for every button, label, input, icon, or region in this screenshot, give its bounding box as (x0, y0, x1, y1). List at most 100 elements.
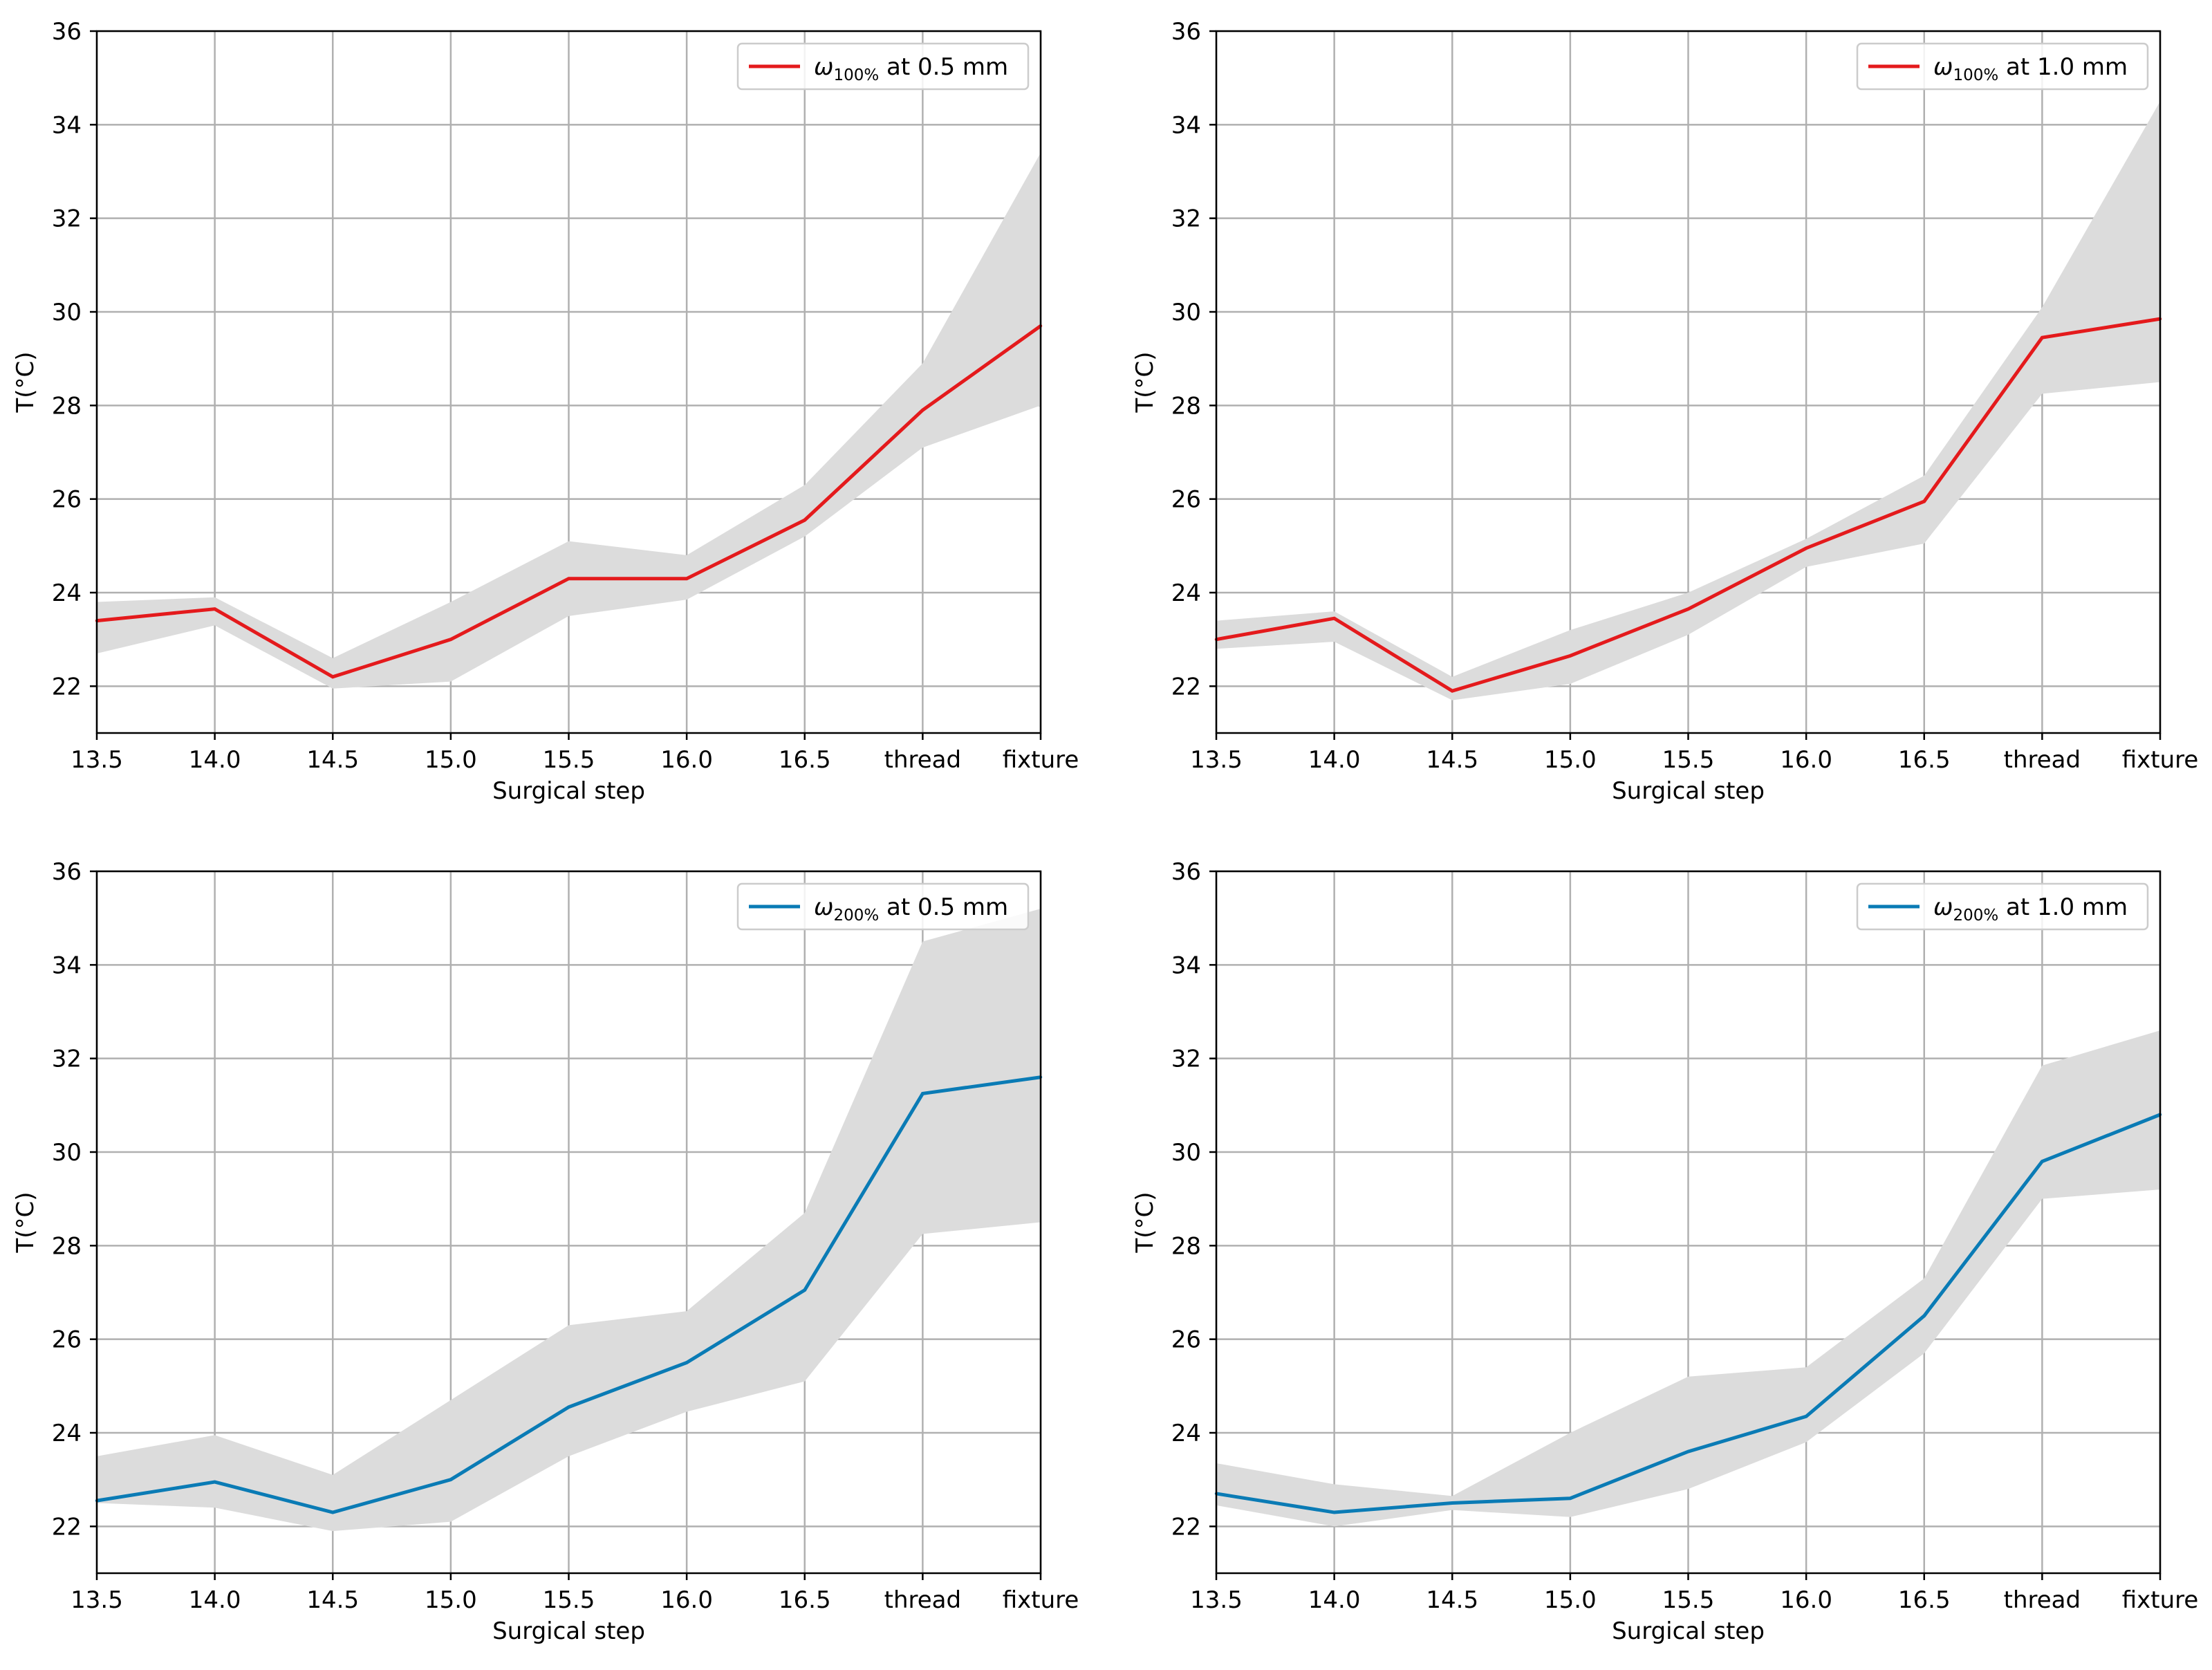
x-tick-label: 16.5 (779, 1586, 831, 1614)
data-point (331, 675, 335, 678)
x-tick-label: thread (884, 746, 961, 774)
x-tick-label: fixture (1003, 746, 1079, 774)
x-tick-label: 14.5 (1426, 746, 1478, 774)
confidence-band (1216, 1030, 2160, 1527)
y-axis-label: T(°C) (1131, 1191, 1159, 1253)
y-tick-label: 32 (1171, 205, 1201, 233)
legend-box (1856, 882, 2149, 931)
y-tick-label: 22 (1171, 1513, 1201, 1541)
data-point (1332, 1510, 1336, 1514)
y-tick-label: 36 (1171, 18, 1201, 46)
data-point (213, 607, 216, 611)
y-tick-label: 34 (52, 111, 82, 139)
confidence-band (97, 152, 1041, 689)
x-tick-label: 14.0 (1308, 1586, 1361, 1614)
x-tick-label: 14.5 (306, 1586, 359, 1614)
x-axis-label: Surgical step (492, 1617, 645, 1645)
x-axis-label: Surgical step (1612, 777, 1765, 805)
y-tick-label: 28 (1171, 1232, 1201, 1260)
x-axis-label: Surgical step (492, 777, 645, 805)
data-point (1922, 499, 1926, 503)
data-point (1568, 1496, 1572, 1500)
y-tick-label: 26 (1171, 1326, 1201, 1354)
x-tick-label: 16.0 (660, 1586, 713, 1614)
y-tick-label: 28 (52, 392, 82, 420)
x-tick-label: 14.0 (189, 746, 241, 774)
x-tick-label: thread (884, 1586, 961, 1614)
data-point (449, 1478, 453, 1481)
y-tick-label: 32 (52, 1046, 82, 1073)
x-axis-label: Surgical step (1612, 1617, 1765, 1645)
legend-label: ω200% at 0.5 mm (814, 893, 1008, 925)
chart-panel-top-left: 13.5 14.0 14.5 15.0 15.5 16.0 16.5 thread fixtur… (12, 18, 1079, 805)
x-tick-label: 15.5 (543, 746, 595, 774)
y-tick-label: 26 (52, 486, 82, 514)
legend: ω200% at 1.0 mm (1856, 882, 2149, 931)
y-tick-label: 36 (1171, 858, 1201, 886)
data-point (1804, 546, 1808, 550)
x-tick-label: 14.0 (1308, 746, 1361, 774)
data-point (921, 1092, 924, 1095)
data-point (1568, 654, 1572, 658)
x-tick-label: 13.5 (1190, 746, 1243, 774)
legend-suffix: at 1.0 mm (1998, 893, 2128, 921)
confidence-band (97, 909, 1041, 1532)
y-tick-label: 36 (52, 858, 82, 886)
y-tick-label: 34 (1171, 952, 1201, 979)
legend-subscript: 100% (1953, 66, 1998, 84)
data-point (2041, 336, 2044, 340)
y-tick-label: 24 (52, 1420, 82, 1447)
y-tick-label: 24 (1171, 1420, 1201, 1447)
x-tick-label: 15.5 (543, 1586, 595, 1614)
x-tick-label: 16.5 (1898, 746, 1951, 774)
x-tick-label: 16.0 (1780, 746, 1832, 774)
y-tick-label: 28 (52, 1232, 82, 1260)
legend-suffix: at 1.0 mm (1998, 53, 2128, 81)
data-point (1451, 1501, 1454, 1505)
x-tick-label: 16.5 (1898, 1586, 1951, 1614)
legend-subscript: 200% (833, 907, 879, 925)
x-tick-label: 14.5 (306, 746, 359, 774)
y-tick-label: 26 (52, 1326, 82, 1354)
legend-box (736, 42, 1030, 91)
y-tick-label: 36 (52, 18, 82, 46)
legend-subscript: 100% (833, 66, 879, 84)
y-tick-label: 30 (52, 1139, 82, 1167)
data-point (567, 1405, 570, 1409)
confidence-band (1216, 101, 2160, 701)
x-tick-label: 16.0 (1780, 1586, 1832, 1614)
y-axis-label: T(°C) (12, 1191, 39, 1253)
x-tick-label: 15.0 (425, 1586, 477, 1614)
legend-box (736, 882, 1030, 931)
y-tick-label: 24 (52, 579, 82, 607)
legend-label: ω100% at 0.5 mm (814, 53, 1008, 84)
legend-suffix: at 0.5 mm (879, 53, 1008, 81)
y-tick-label: 30 (1171, 299, 1201, 326)
x-tick-label: fixture (2122, 1586, 2199, 1614)
data-point (213, 1480, 216, 1484)
x-tick-label: 15.0 (425, 746, 477, 774)
y-tick-label: 34 (1171, 111, 1201, 139)
data-point (803, 518, 806, 522)
chart-panel-bottom-left: 13.5 14.0 14.5 15.0 15.5 16.0 16.5 thread fixtur… (12, 858, 1079, 1645)
y-tick-label: 30 (52, 299, 82, 326)
legend: ω200% at 0.5 mm (736, 882, 1030, 931)
y-tick-label: 22 (1171, 673, 1201, 701)
y-tick-label: 24 (1171, 579, 1201, 607)
legend-symbol: ω (814, 893, 833, 921)
legend-box (1856, 42, 2149, 91)
x-tick-label: 14.0 (189, 1586, 241, 1614)
chart-panel-bottom-right: 13.5 14.0 14.5 15.0 15.5 16.0 16.5 thread fixtur… (1131, 858, 2198, 1645)
legend-symbol: ω (814, 53, 833, 81)
data-point (2041, 1160, 2044, 1163)
data-point (921, 408, 924, 412)
y-tick-label: 32 (1171, 1046, 1201, 1073)
y-tick-label: 22 (52, 1513, 82, 1541)
data-point (803, 1288, 806, 1292)
data-point (1332, 617, 1336, 620)
y-tick-label: 34 (52, 952, 82, 979)
data-point (1686, 607, 1690, 611)
x-tick-label: 13.5 (1190, 1586, 1243, 1614)
x-tick-label: 15.0 (1544, 1586, 1597, 1614)
x-tick-label: 16.0 (660, 746, 713, 774)
